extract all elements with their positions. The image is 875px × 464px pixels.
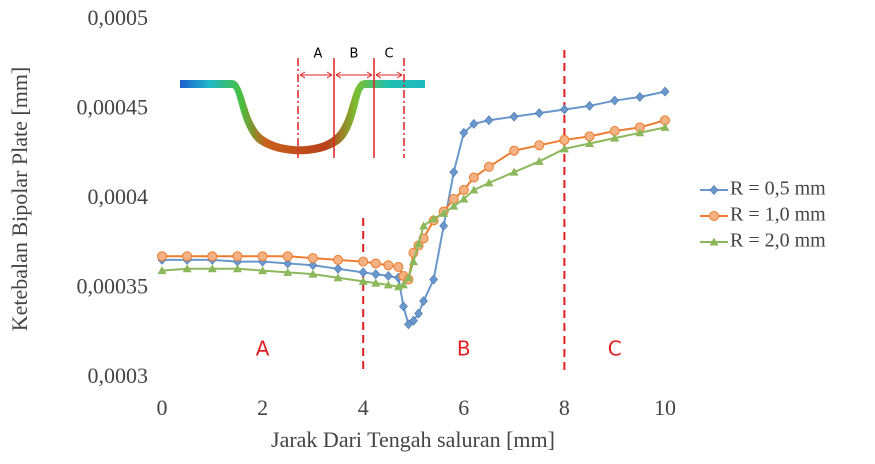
marker xyxy=(459,186,468,195)
inset-label: C xyxy=(384,47,393,62)
series-line xyxy=(162,92,665,325)
marker xyxy=(183,252,192,261)
marker xyxy=(384,261,393,270)
marker xyxy=(384,271,392,280)
marker xyxy=(371,259,380,268)
marker xyxy=(469,173,478,182)
marker xyxy=(399,302,407,311)
marker xyxy=(636,92,644,101)
marker xyxy=(560,135,569,144)
x-tick-label: 0 xyxy=(157,395,168,420)
marker xyxy=(308,254,317,263)
inset-label: A xyxy=(314,47,323,62)
marker xyxy=(484,162,493,171)
inset-arrows xyxy=(300,72,402,78)
inset-label: B xyxy=(350,47,359,62)
y-tick-label: 0,00035 xyxy=(77,274,149,299)
marker xyxy=(611,96,619,105)
legend-marker xyxy=(710,212,719,221)
y-axis-title: Ketebalan Bipolar Plate [mm] xyxy=(7,67,32,332)
marker xyxy=(258,252,267,261)
inset: A B C xyxy=(180,47,425,159)
legend-marker xyxy=(710,186,718,195)
legend-label: R = 2,0 mm xyxy=(730,230,826,252)
marker xyxy=(334,264,342,273)
marker xyxy=(586,101,594,110)
x-tick-label: 8 xyxy=(559,395,570,420)
marker xyxy=(283,252,292,261)
marker xyxy=(535,141,544,150)
region-label: A xyxy=(256,337,270,361)
x-tick-label: 4 xyxy=(358,395,369,420)
x-tick-label: 2 xyxy=(257,395,268,420)
legend-label: R = 1,0 mm xyxy=(730,204,826,226)
marker xyxy=(359,257,368,266)
marker xyxy=(409,257,418,265)
region-label: B xyxy=(457,337,471,361)
y-tick-label: 0,0005 xyxy=(88,5,149,30)
series xyxy=(162,92,665,325)
marker xyxy=(233,252,242,261)
marker xyxy=(560,105,568,114)
marker xyxy=(510,112,518,121)
x-axis-title: Jarak Dari Tengah saluran [mm] xyxy=(271,427,555,452)
marker xyxy=(394,263,403,272)
region-label: C xyxy=(608,337,622,361)
marker xyxy=(430,275,438,284)
y-tick-label: 0,0004 xyxy=(88,184,149,209)
marker xyxy=(440,221,448,230)
chart: A B C Jarak Dari Tengah saluran [mm] Ket… xyxy=(0,0,875,459)
marker xyxy=(359,268,367,277)
marker xyxy=(372,270,380,279)
legend-label: R = 0,5 mm xyxy=(730,178,826,200)
marker xyxy=(661,87,669,96)
marker xyxy=(485,116,493,125)
marker xyxy=(420,297,428,306)
x-tick-label: 10 xyxy=(654,395,676,420)
marker xyxy=(535,109,543,118)
marker xyxy=(510,146,519,155)
marker xyxy=(450,168,458,177)
x-tick-label: 6 xyxy=(458,395,469,420)
marker xyxy=(158,252,167,261)
marker xyxy=(334,255,343,264)
y-tick-label: 0,0003 xyxy=(88,363,149,388)
y-tick-label: 0,00045 xyxy=(77,95,149,120)
plate-shape xyxy=(180,80,425,154)
marker xyxy=(208,252,217,261)
